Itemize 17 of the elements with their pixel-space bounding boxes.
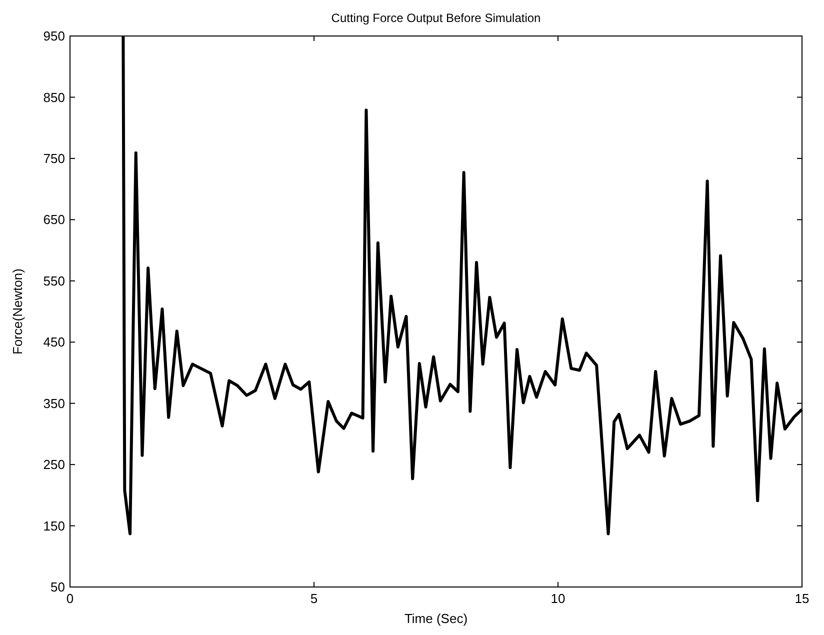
y-tick-label: 850 [43, 90, 65, 105]
x-tick-label: 5 [310, 591, 318, 606]
x-tick-label: 15 [794, 591, 810, 606]
y-tick-label: 950 [43, 28, 65, 44]
x-tick-label: 10 [550, 591, 566, 606]
y-tick-label: 750 [43, 150, 65, 166]
y-tick-label: 150 [43, 518, 65, 534]
y-axis-title: Force(Newton) [10, 268, 25, 354]
y-tick-label: 350 [43, 396, 65, 411]
chart-title: Cutting Force Output Before Simulation [331, 11, 541, 25]
y-tick-label: 450 [43, 334, 65, 350]
y-tick-label: 50 [50, 580, 65, 595]
x-axis-title: Time (Sec) [404, 611, 468, 626]
y-tick-label: 250 [43, 457, 65, 472]
x-tick-label: 0 [66, 591, 74, 606]
y-tick-label: 650 [43, 212, 65, 228]
y-tick-label: 550 [43, 273, 65, 288]
